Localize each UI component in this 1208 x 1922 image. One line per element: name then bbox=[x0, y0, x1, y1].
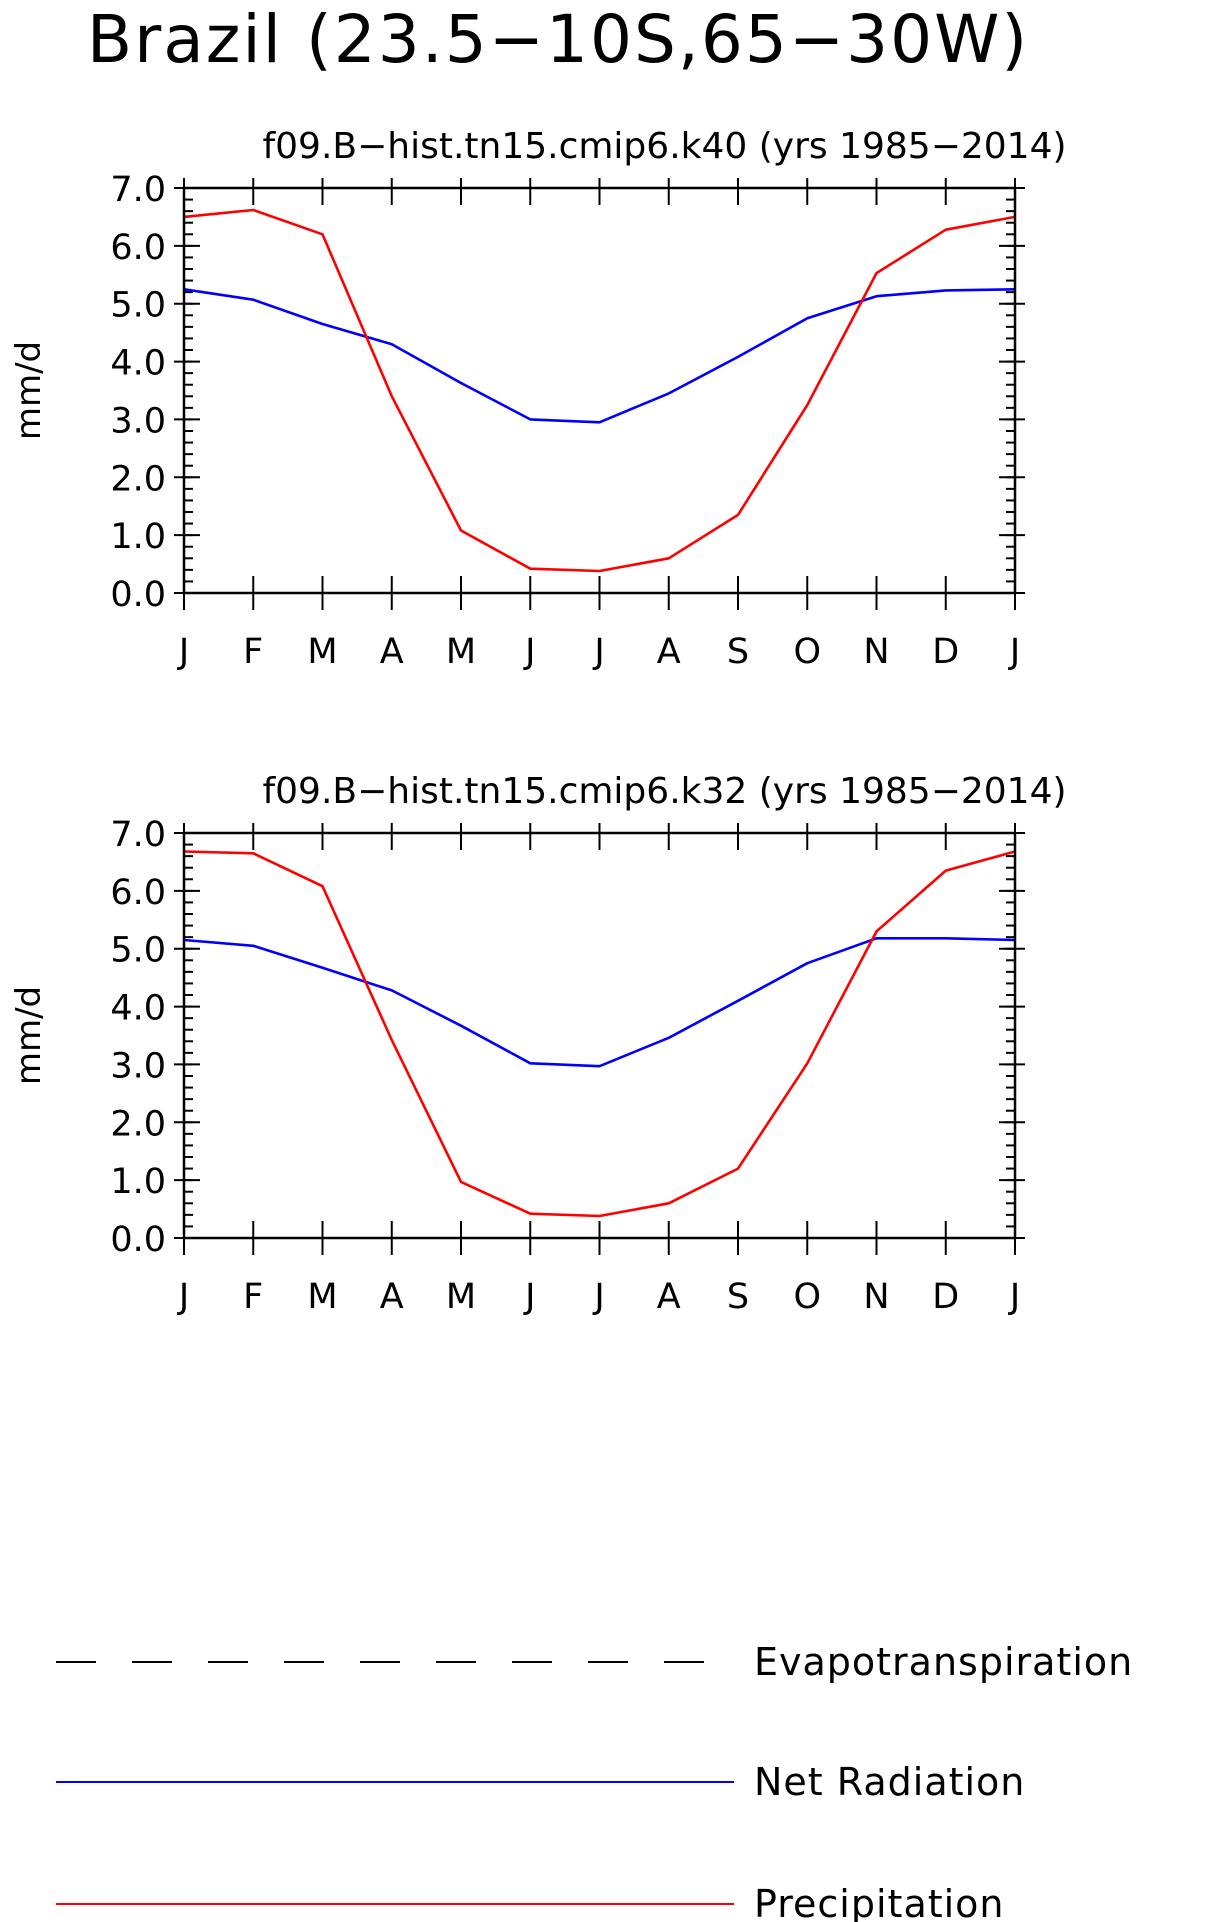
chart-1-x-tick-label: J bbox=[592, 632, 604, 672]
chart-2-y-axis-label: mm/d bbox=[9, 986, 49, 1085]
chart-1-x-tick-label: J bbox=[177, 632, 189, 672]
legend: Evapotranspiration Net Radiation Precipi… bbox=[56, 1640, 1133, 1922]
chart-2-x-tick-label: J bbox=[1008, 1277, 1020, 1317]
chart-2-y-tick-label: 4.0 bbox=[110, 989, 166, 1029]
chart-2-x-tick-label: F bbox=[243, 1277, 263, 1317]
chart-1-y-tick-label: 4.0 bbox=[110, 344, 166, 384]
chart-1-x-tick-label: A bbox=[657, 632, 681, 672]
chart-1-x-tick-label: M bbox=[307, 632, 337, 672]
chart-1-y-tick-label: 2.0 bbox=[110, 459, 166, 499]
chart-2-x-tick-label: M bbox=[307, 1277, 337, 1317]
chart-2-x-tick-label: N bbox=[863, 1277, 889, 1317]
chart-1-y-tick-label: 6.0 bbox=[110, 228, 166, 268]
chart-1-plot-frame bbox=[182, 186, 1017, 595]
chart-1-x-tick-label: J bbox=[1008, 632, 1020, 672]
chart-1-x-tick-label: N bbox=[863, 632, 889, 672]
chart-2-x-tick-label: J bbox=[523, 1277, 535, 1317]
legend-label-evapotranspiration: Evapotranspiration bbox=[754, 1640, 1133, 1684]
chart-2-x-tick-label: O bbox=[793, 1277, 821, 1317]
chart-2-plot-frame bbox=[182, 831, 1017, 1240]
chart-1-y-tick-label: 1.0 bbox=[110, 517, 166, 557]
chart-1-series-precipitation-line bbox=[183, 208, 1016, 573]
chart-2-title: f09.B−hist.tn15.cmip6.k32 (yrs 1985−2014… bbox=[262, 771, 1066, 812]
chart-2-x-tick-label: J bbox=[592, 1277, 604, 1317]
legend-label-precipitation: Precipitation bbox=[754, 1882, 1005, 1922]
chart-2-x-tick-label: S bbox=[727, 1277, 749, 1317]
chart-1-x-tick-label: S bbox=[727, 632, 749, 672]
chart-2-y-tick-label: 2.0 bbox=[110, 1104, 166, 1144]
chart-1-series-net-radiation-line bbox=[183, 288, 1016, 424]
chart-1-x-tick-label: J bbox=[523, 632, 535, 672]
chart-1-title: f09.B−hist.tn15.cmip6.k40 (yrs 1985−2014… bbox=[262, 126, 1066, 167]
chart-2-y-tick-label: 5.0 bbox=[110, 931, 166, 971]
chart-1-x-tick-label: F bbox=[243, 632, 263, 672]
chart-2-y-tick-label: 3.0 bbox=[110, 1046, 166, 1086]
chart-2-y-tick-label: 6.0 bbox=[110, 873, 166, 913]
chart-1-x-tick-label: O bbox=[793, 632, 821, 672]
chart-panel-k32: f09.B−hist.tn15.cmip6.k32 (yrs 1985−2014… bbox=[9, 771, 1067, 1317]
chart-2-y-tick-label: 7.0 bbox=[110, 815, 166, 855]
chart-1-y-tick-label: 5.0 bbox=[110, 286, 166, 326]
chart-1-x-tick-label: D bbox=[932, 632, 959, 672]
chart-2-x-tick-label: A bbox=[657, 1277, 681, 1317]
chart-1-y-axis-label: mm/d bbox=[9, 341, 49, 440]
chart-1-x-tick-label: M bbox=[446, 632, 476, 672]
chart-2-y-tick-label: 0.0 bbox=[110, 1220, 166, 1260]
chart-2-y-tick-label: 1.0 bbox=[110, 1162, 166, 1202]
chart-2-x-tick-label: J bbox=[177, 1277, 189, 1317]
chart-2-series-precipitation-line bbox=[183, 850, 1016, 1218]
chart-2-x-tick-label: A bbox=[380, 1277, 404, 1317]
figure-title: Brazil (23.5−10S,65−30W) bbox=[87, 1, 1029, 78]
chart-1-y-tick-label: 0.0 bbox=[110, 575, 166, 615]
chart-1-y-tick-label: 3.0 bbox=[110, 401, 166, 441]
legend-label-net-radiation: Net Radiation bbox=[754, 1760, 1025, 1804]
chart-2-x-tick-label: D bbox=[932, 1277, 959, 1317]
chart-1-x-tick-label: A bbox=[380, 632, 404, 672]
chart-2-x-tick-label: M bbox=[446, 1277, 476, 1317]
chart-2-series-net-radiation-line bbox=[183, 936, 1016, 1068]
chart-panel-k40: f09.B−hist.tn15.cmip6.k40 (yrs 1985−2014… bbox=[9, 126, 1067, 672]
chart-1-y-tick-label: 7.0 bbox=[110, 170, 166, 210]
